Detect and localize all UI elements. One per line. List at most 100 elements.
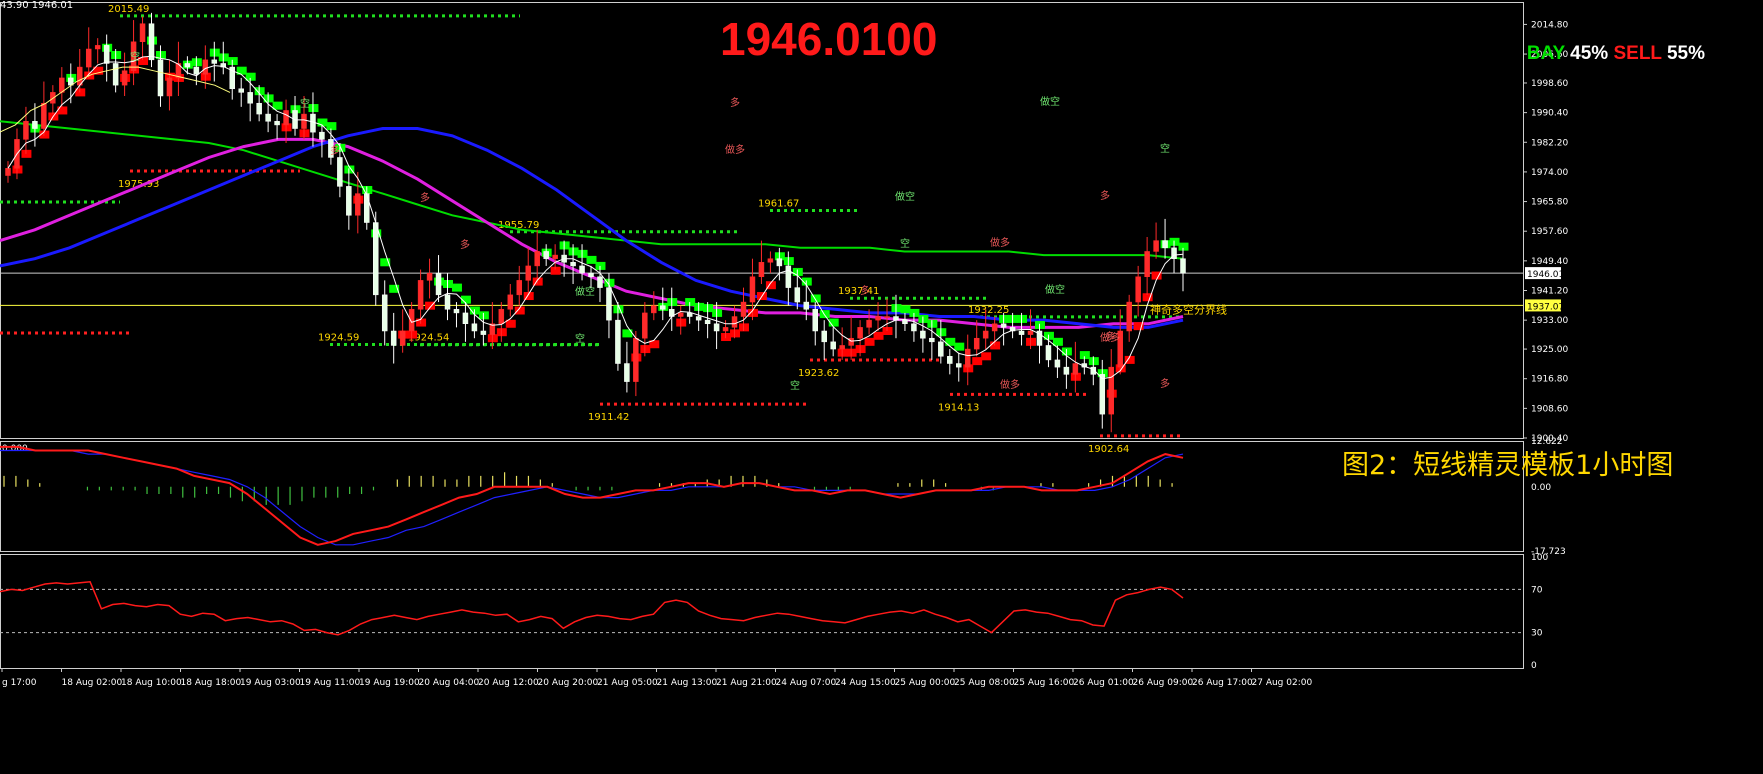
level-label: 1937.41 (838, 286, 879, 297)
trend-block-up (1151, 271, 1162, 280)
trend-block-down (1052, 337, 1063, 346)
trend-block-down (245, 72, 256, 81)
candle-down (615, 319, 621, 364)
candle-down (1009, 327, 1016, 332)
macd-signal-line (0, 449, 1184, 546)
candle-down (1018, 330, 1025, 335)
candle-up (41, 102, 47, 129)
y-tick-label: 1933.00 (1531, 316, 1568, 326)
trend-block-down (389, 284, 400, 293)
y-tick-label: 1990.40 (1531, 109, 1568, 119)
y-tick-label: 1949.40 (1531, 257, 1568, 267)
candle-down (265, 113, 271, 122)
candle-down (480, 330, 487, 335)
y-tick-label: 1965.80 (1531, 198, 1568, 208)
candle-down (1090, 366, 1097, 375)
rsi-y-tick-label: 30 (1531, 629, 1543, 639)
candle-up (1027, 330, 1034, 335)
signal-annotation: 做空 (575, 285, 595, 298)
candle-down (310, 113, 316, 133)
sell-pct: 55% (1666, 43, 1705, 64)
trend-block-down (308, 104, 319, 113)
candle-up (1126, 301, 1132, 332)
candle-up (633, 337, 639, 382)
candle-down (444, 294, 451, 310)
candle-up (677, 312, 684, 317)
candle-down (686, 312, 693, 317)
candle-up (1135, 276, 1141, 303)
trend-block-down (236, 66, 247, 75)
candle-up (301, 113, 307, 129)
x-tick-label: 21 Aug 21:00 (716, 678, 777, 688)
trend-block-down (622, 329, 633, 338)
signal-annotation: 做多 (1100, 331, 1120, 344)
boundary-price-label: 1937.07 (1527, 302, 1564, 312)
level-label: 1911.42 (588, 412, 629, 423)
trend-block-down (317, 118, 328, 127)
signal-annotation: 多 (1105, 330, 1115, 343)
trend-block-down (272, 101, 283, 110)
signal-annotation: 空 (1160, 142, 1170, 155)
candle-up (166, 77, 173, 97)
candle-down (32, 121, 38, 129)
trend-block-up (981, 352, 992, 361)
panel-frame (0, 554, 1524, 669)
level-label: 1975.93 (118, 179, 159, 190)
candle-up (23, 121, 29, 140)
signal-annotation: 做空 (895, 190, 915, 203)
candle-down (453, 309, 460, 314)
trend-block-up (972, 357, 983, 366)
macd-y-tick-label: 12.622 (1531, 437, 1563, 447)
candle-down (435, 272, 442, 296)
x-tick-label: 21 Aug 05:00 (597, 678, 658, 688)
candle-down (319, 131, 325, 140)
big-price: 1946.0100 (720, 13, 938, 65)
candle-up (139, 23, 146, 43)
candle-down (211, 59, 218, 64)
candle-down (821, 330, 827, 343)
boundary-line-text: 神奇多空分界线 (1150, 302, 1227, 316)
candle-down (103, 45, 110, 64)
candle-up (722, 327, 729, 332)
candle-down (1054, 359, 1061, 368)
candle-up (991, 323, 998, 332)
x-tick-label: 24 Aug 15:00 (835, 678, 896, 688)
candle-down (256, 102, 262, 115)
candle-down (193, 66, 200, 75)
level-label: 1914.13 (938, 402, 979, 413)
trend-block-down (577, 249, 588, 258)
candle-down (462, 312, 469, 325)
candle-up (534, 251, 540, 267)
candle-down (588, 272, 594, 278)
trend-block-up (138, 57, 149, 66)
candle-up (130, 41, 137, 71)
trend-block-down (469, 306, 480, 315)
y-tick-label: 2014.80 (1531, 20, 1568, 30)
y-tick-label: 1982.20 (1531, 138, 1568, 148)
candle-up (839, 345, 845, 350)
x-tick-label: 26 Aug 09:00 (1133, 678, 1194, 688)
candle-up (408, 309, 415, 332)
candle-down (920, 330, 926, 339)
trend-block-up (1142, 293, 1153, 302)
trend-block-down (900, 305, 911, 314)
level-label: 1961.67 (758, 198, 799, 209)
candle-down (624, 363, 630, 382)
rsi-line (0, 580, 1184, 636)
panel-frame (0, 2, 1524, 439)
trend-block-down (954, 342, 965, 351)
signal-annotation: 做多 (725, 143, 745, 156)
candle-down (794, 287, 801, 303)
candle-down (579, 265, 585, 274)
signal-annotation: 多 (420, 191, 430, 204)
x-tick-label: 25 Aug 16:00 (1014, 678, 1075, 688)
trend-block-down (1079, 351, 1090, 360)
candle-down (148, 23, 155, 61)
candle-down (274, 121, 280, 126)
candle-down (929, 337, 935, 343)
signal-annotation: 做多 (990, 236, 1010, 249)
candle-down (112, 63, 119, 86)
candle-down (947, 356, 953, 364)
candle-up (857, 327, 863, 339)
candle-up (740, 301, 747, 317)
